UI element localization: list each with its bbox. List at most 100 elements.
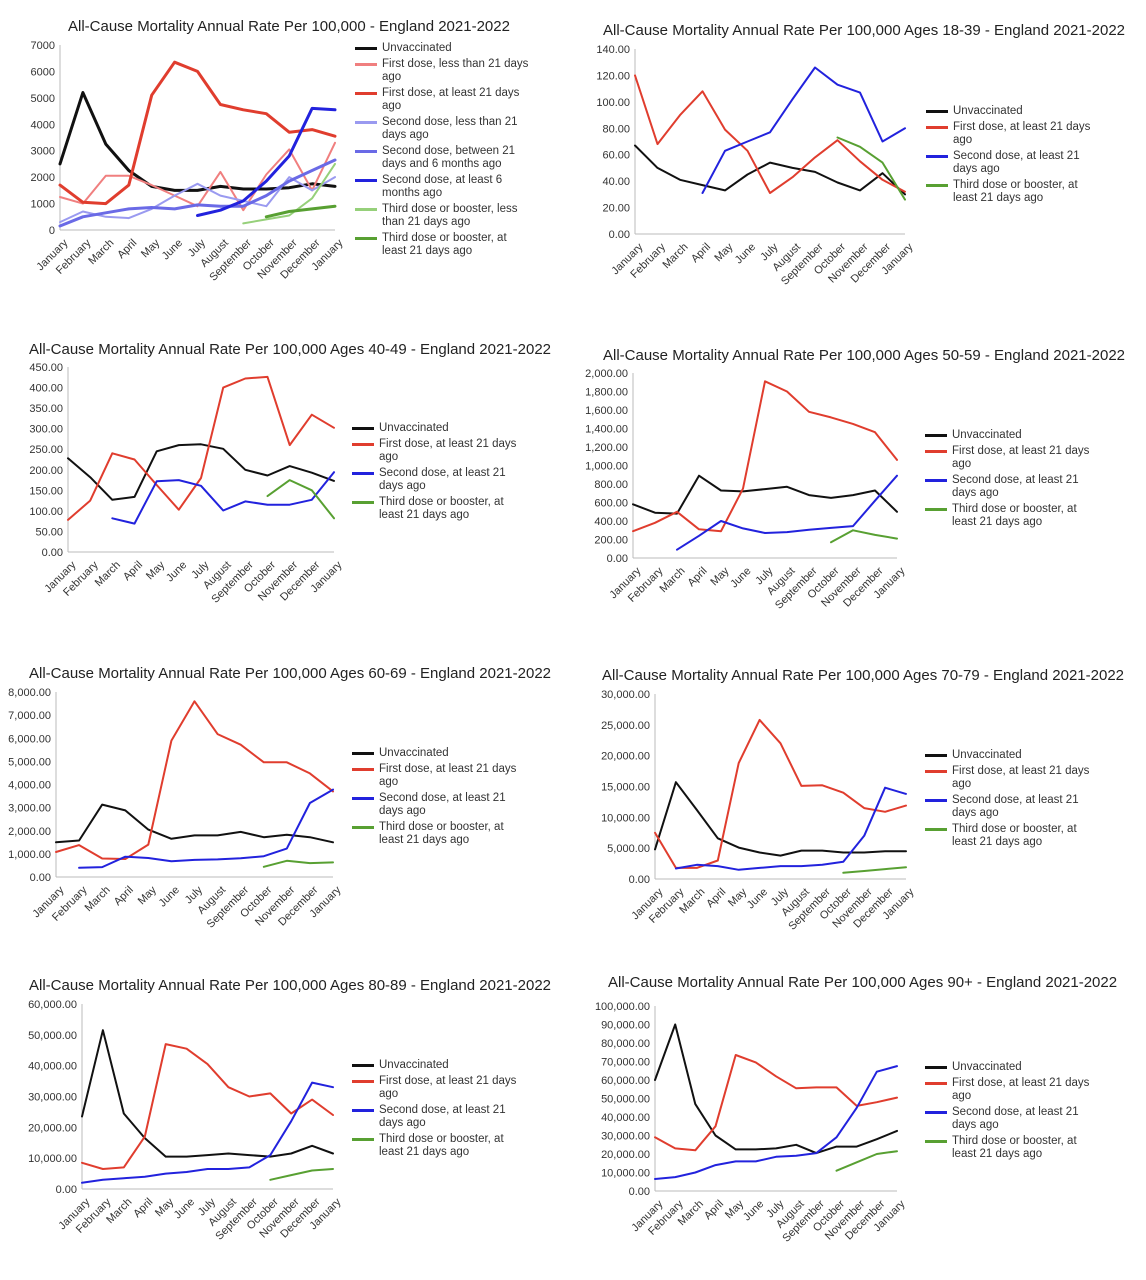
legend-swatch: [926, 184, 948, 187]
series-line-0: [58, 91, 337, 192]
chart-plot-svg: 0.00 1,000.00 2,000.00 3,000.00 4,000.00 5,00…: [8, 687, 344, 931]
series-line-0: [654, 781, 907, 857]
y-tick-label: 2,000.00: [8, 826, 51, 838]
chart-legend: Unvaccinated First dose, at least 21 days…: [925, 749, 1100, 852]
chart-plot-svg: 0.00 10,000.00 20,000.00 30,000.00 40,000.00…: [28, 999, 344, 1243]
y-tick-label: 60,000.00: [601, 1075, 650, 1087]
y-tick-label: 0.00: [30, 872, 51, 884]
y-tick-label: 40,000.00: [601, 1112, 650, 1124]
series-line-0: [67, 443, 335, 501]
series-line-2: [58, 60, 337, 206]
chart-plot-svg: 0.00 20.00 40.00 60.00 80.00 100.00 120.00 140.…: [596, 44, 916, 288]
chart-legend: Unvaccinated First dose, at least 21 days…: [352, 747, 527, 850]
legend-item: Third dose or booster, at least 21 days …: [355, 232, 530, 258]
y-tick-label: 0.00: [609, 229, 630, 241]
legend-item: Third dose or booster, at least 21 days …: [926, 179, 1101, 205]
y-tick-label: 7000: [31, 40, 55, 52]
y-tick-label: 30,000.00: [601, 1131, 650, 1143]
legend-label: Unvaccinated: [952, 749, 1022, 761]
legend-label: Third dose or booster, at least 21 days …: [382, 232, 507, 257]
legend-item: Second dose, between 21 days and 6 month…: [355, 145, 530, 171]
legend-swatch: [925, 508, 947, 511]
legend-item: Third dose or booster, at least 21 days …: [925, 503, 1100, 529]
x-tick-label: March: [83, 884, 113, 914]
y-tick-label: 1,600.00: [585, 405, 628, 417]
legend-item: Third dose or booster, at least 21 days …: [352, 1133, 527, 1159]
y-tick-label: 0.00: [629, 1186, 650, 1198]
legend-item: Second dose, at least 21 days ago: [925, 474, 1100, 500]
legend-item: Second dose, at least 21 days ago: [352, 792, 527, 818]
legend-swatch: [352, 501, 374, 504]
legend-swatch: [352, 1080, 374, 1083]
legend-item: First dose, at least 21 days ago: [352, 763, 527, 789]
x-tick-label: April: [689, 241, 713, 265]
y-tick-label: 2000: [31, 172, 55, 184]
y-tick-label: 600.00: [594, 498, 628, 510]
x-tick-label: April: [121, 559, 145, 583]
legend-swatch: [355, 121, 377, 124]
legend-label: First dose, at least 21 days ago: [952, 1077, 1090, 1102]
y-tick-label: 20,000.00: [28, 1122, 77, 1134]
legend-label: Second dose, at least 21 days ago: [952, 474, 1079, 499]
legend-item: Second dose, at least 21 days ago: [926, 150, 1101, 176]
y-tick-label: 40,000.00: [28, 1061, 77, 1073]
y-tick-label: 1,400.00: [585, 424, 628, 436]
y-tick-label: 10,000.00: [601, 1168, 650, 1180]
chart-legend: Unvaccinated First dose, at least 21 days…: [925, 429, 1100, 532]
series-line-4: [58, 158, 337, 228]
y-tick-label: 5,000.00: [8, 756, 51, 768]
y-tick-label: 30,000.00: [601, 689, 650, 701]
y-tick-label: 800.00: [594, 479, 628, 491]
chart-ages-90-plus: All-Cause Mortality Annual Rate Per 100,…: [573, 960, 1146, 1280]
legend-item: First dose, at least 21 days ago: [925, 1077, 1100, 1103]
y-tick-label: 5,000.00: [607, 843, 650, 855]
legend-label: Third dose or booster, less than 21 days…: [382, 203, 518, 228]
y-tick-label: 400.00: [594, 516, 628, 528]
legend-swatch: [925, 434, 947, 437]
series-line-1: [81, 1043, 334, 1170]
y-tick-label: 50,000.00: [28, 1030, 77, 1042]
x-tick-label: March: [657, 565, 687, 595]
legend-item: Unvaccinated: [925, 429, 1100, 442]
x-tick-label: May: [712, 241, 736, 265]
legend-label: Second dose, between 21 days and 6 month…: [382, 145, 515, 170]
chart-ages-60-69: All-Cause Mortality Annual Rate Per 100,…: [0, 640, 573, 960]
chart-legend: Unvaccinated First dose, at least 21 days…: [352, 1059, 527, 1162]
legend-swatch: [925, 754, 947, 757]
series-line-2: [78, 788, 334, 869]
x-tick-label: March: [660, 241, 690, 271]
legend-label: First dose, less than 21 days ago: [382, 58, 529, 83]
legend-item: Second dose, at least 21 days ago: [925, 794, 1100, 820]
y-tick-label: 60,000.00: [28, 999, 77, 1011]
legend-item: First dose, at least 21 days ago: [925, 765, 1100, 791]
series-line-5: [196, 106, 337, 217]
x-tick-label: June: [160, 237, 185, 262]
legend-swatch: [355, 63, 377, 66]
y-tick-label: 100,000.00: [595, 1001, 650, 1013]
legend-label: First dose, at least 21 days ago: [382, 87, 520, 112]
x-tick-label: April: [686, 565, 710, 589]
series-line-1: [632, 380, 898, 533]
legend-item: First dose, at least 21 days ago: [352, 438, 527, 464]
legend-item: Second dose, at least 21 days ago: [925, 1106, 1100, 1132]
x-tick-label: June: [164, 559, 189, 584]
y-tick-label: 1,200.00: [585, 442, 628, 454]
legend-label: Third dose or booster, at least 21 days …: [379, 496, 504, 521]
y-tick-label: 10,000.00: [601, 812, 650, 824]
chart-legend: Unvaccinated First dose, at least 21 days…: [925, 1061, 1100, 1164]
series-line-1: [55, 700, 334, 860]
legend-item: Unvaccinated: [925, 749, 1100, 762]
legend-label: Second dose, at least 21 days ago: [952, 1106, 1079, 1131]
series-line-1: [67, 375, 335, 521]
chart-title: All-Cause Mortality Annual Rate Per 100,…: [603, 347, 1126, 364]
legend-item: Second dose, at least 21 days ago: [352, 467, 527, 493]
x-tick-label: April: [112, 884, 136, 908]
y-tick-label: 20.00: [602, 203, 630, 215]
legend-swatch: [352, 826, 374, 829]
legend-label: First dose, at least 21 days ago: [952, 765, 1090, 790]
legend-swatch: [926, 126, 948, 129]
series-line-3: [836, 136, 906, 201]
y-tick-label: 100.00: [596, 97, 630, 109]
y-tick-label: 0: [49, 225, 55, 237]
legend-item: Unvaccinated: [352, 747, 527, 760]
